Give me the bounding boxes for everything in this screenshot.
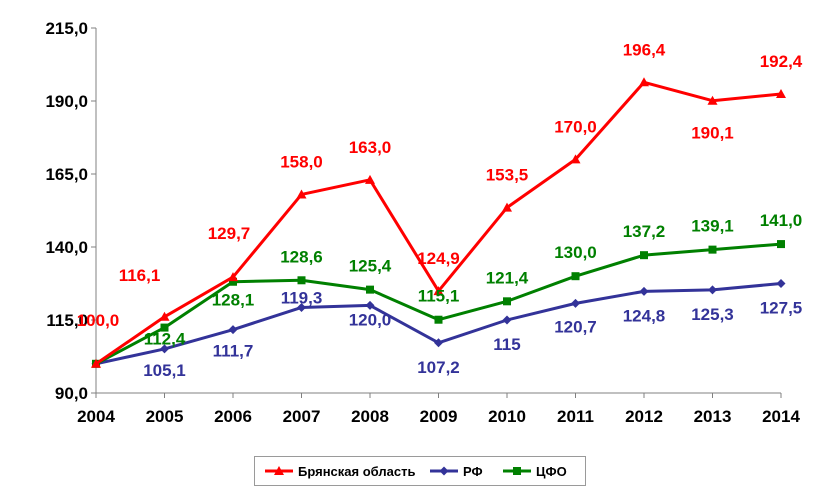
chart-data-labels: 100,0 116,1 129,7 158,0 163,0 124,9 153,5 170,0… <box>77 40 803 380</box>
y-tick-label: 140,0 <box>45 238 88 257</box>
chart-series <box>91 77 786 369</box>
data-label: 112,4 <box>144 330 186 349</box>
x-tick-label: 2014 <box>762 407 800 426</box>
legend-entries: Брянская область РФ ЦФО <box>265 464 567 479</box>
data-label: 125,4 <box>349 257 392 276</box>
data-label: 125,3 <box>691 305 734 324</box>
data-label: 127,5 <box>760 299 803 318</box>
data-point-marker <box>228 325 238 335</box>
data-point-marker <box>707 95 718 105</box>
data-point-marker <box>571 298 580 308</box>
data-label: 139,1 <box>691 217 734 236</box>
data-label: 111,7 <box>213 342 254 361</box>
data-label: 190,1 <box>691 124 734 143</box>
data-point-marker <box>160 344 169 354</box>
data-point-marker <box>434 338 443 348</box>
data-point-marker <box>160 323 169 332</box>
data-label: 115 <box>493 335 520 354</box>
data-point-marker <box>639 77 649 87</box>
data-label: 137,2 <box>623 222 666 241</box>
x-tick-label: 2013 <box>694 407 732 426</box>
legend-label: ЦФО <box>536 464 567 479</box>
data-label: 120,7 <box>554 317 597 336</box>
data-label: 120,0 <box>349 310 392 329</box>
data-point-marker <box>366 285 374 294</box>
data-label: 158,0 <box>280 152 323 171</box>
data-label: 128,1 <box>212 291 255 310</box>
data-label: 163,0 <box>349 138 392 157</box>
data-point-marker <box>297 302 306 312</box>
data-point-marker <box>640 251 648 260</box>
legend-marker <box>513 467 521 475</box>
x-tick-label: 2012 <box>625 407 663 426</box>
chart-axes: 90,0 115,0 140,0 165,0 190,0 215,0 2004 2005 200… <box>45 19 800 426</box>
data-point-marker <box>433 286 444 296</box>
data-point-marker <box>570 154 581 164</box>
data-point-marker <box>159 311 170 321</box>
data-point-marker <box>297 276 306 285</box>
legend-label: РФ <box>463 464 483 479</box>
legend-label: Брянская область <box>298 464 415 479</box>
data-point-marker <box>571 272 580 281</box>
data-point-marker <box>776 88 786 98</box>
x-tick-label: 2004 <box>77 407 115 426</box>
x-tick-label: 2009 <box>420 407 458 426</box>
data-point-marker <box>708 285 717 295</box>
x-tick-label: 2006 <box>214 407 252 426</box>
data-label: 141,0 <box>760 211 803 230</box>
chart-legend: Брянская область РФ ЦФО <box>254 456 586 486</box>
data-label: 107,2 <box>417 358 460 377</box>
data-label: 196,4 <box>623 40 666 59</box>
y-tick-label: 190,0 <box>45 92 88 111</box>
x-tick-label: 2011 <box>557 407 594 426</box>
data-label: 128,6 <box>280 247 323 266</box>
data-point-marker <box>639 286 649 296</box>
y-tick-label: 90,0 <box>55 384 88 403</box>
data-label: 153,5 <box>486 166 529 185</box>
data-point-marker <box>365 174 375 184</box>
data-point-marker <box>296 189 307 199</box>
data-label: 124,8 <box>623 306 666 325</box>
data-point-marker <box>502 315 512 325</box>
y-tick-label: 115,0 <box>46 311 88 330</box>
data-point-marker <box>708 245 717 254</box>
data-label: 121,4 <box>486 268 529 287</box>
data-label: 115,1 <box>418 287 460 306</box>
x-tick-label: 2008 <box>351 407 389 426</box>
data-point-marker <box>365 300 375 310</box>
data-label: 124,9 <box>417 249 460 268</box>
data-point-marker <box>503 297 511 306</box>
data-label: 105,1 <box>143 361 186 380</box>
data-label: 170,0 <box>554 117 597 136</box>
data-point-marker <box>228 272 238 282</box>
y-tick-label: 165,0 <box>45 165 88 184</box>
data-point-marker <box>502 202 512 212</box>
data-label: 119,3 <box>281 288 323 307</box>
x-tick-label: 2007 <box>283 407 321 426</box>
data-label: 130,0 <box>554 243 597 262</box>
legend-marker <box>439 466 449 476</box>
data-point-marker <box>776 279 786 288</box>
data-point-marker <box>91 358 101 368</box>
data-point-marker <box>229 277 237 286</box>
x-tick-label: 2010 <box>488 407 526 426</box>
legend-marker <box>274 466 284 475</box>
data-label: 192,4 <box>760 52 803 71</box>
data-label: 129,7 <box>208 224 251 243</box>
y-tick-label: 215,0 <box>45 19 88 38</box>
data-point-marker <box>777 240 785 249</box>
data-label: 116,1 <box>119 266 161 285</box>
data-label: 100,0 <box>77 311 120 330</box>
x-tick-label: 2005 <box>146 407 184 426</box>
data-point-marker <box>434 315 443 324</box>
